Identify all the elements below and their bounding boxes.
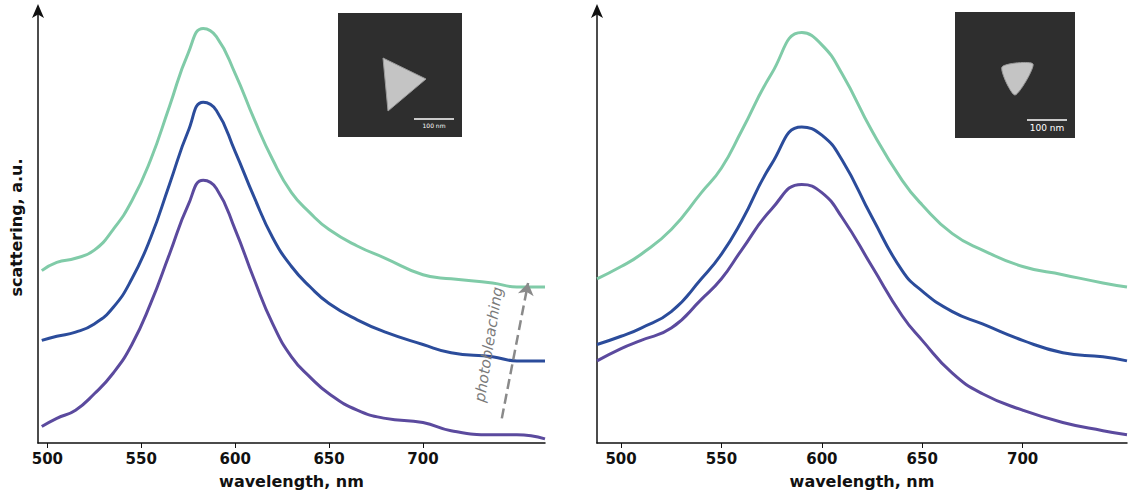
svg-text:650: 650 [313, 450, 344, 468]
svg-text:600: 600 [806, 450, 837, 468]
svg-text:550: 550 [706, 450, 737, 468]
svg-text:700: 700 [1007, 450, 1038, 468]
svg-text:500: 500 [605, 450, 636, 468]
svg-text:wavelength, nm: wavelength, nm [790, 472, 935, 491]
svg-text:wavelength, nm: wavelength, nm [219, 472, 364, 491]
svg-text:700: 700 [407, 450, 438, 468]
svg-text:scattering, a.u.: scattering, a.u. [7, 158, 26, 296]
svg-text:100 nm: 100 nm [422, 122, 445, 129]
svg-text:500: 500 [32, 450, 63, 468]
svg-text:100 nm: 100 nm [1030, 123, 1065, 133]
svg-text:550: 550 [126, 450, 157, 468]
svg-text:600: 600 [220, 450, 251, 468]
svg-text:650: 650 [907, 450, 938, 468]
svg-text:photobleaching: photobleaching [471, 286, 507, 405]
